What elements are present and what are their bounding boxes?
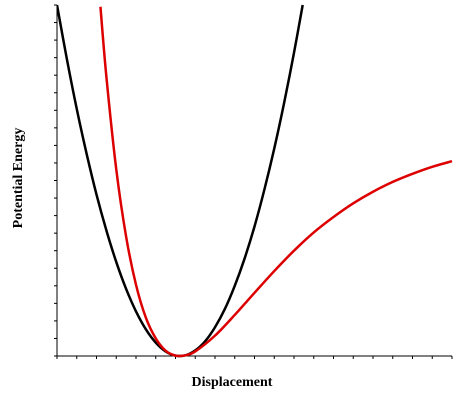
curve	[57, 4, 304, 358]
y-axis-label: Potential Energy	[11, 128, 26, 229]
x-axis-label: Displacement	[192, 375, 273, 390]
curve	[99, 6, 453, 358]
